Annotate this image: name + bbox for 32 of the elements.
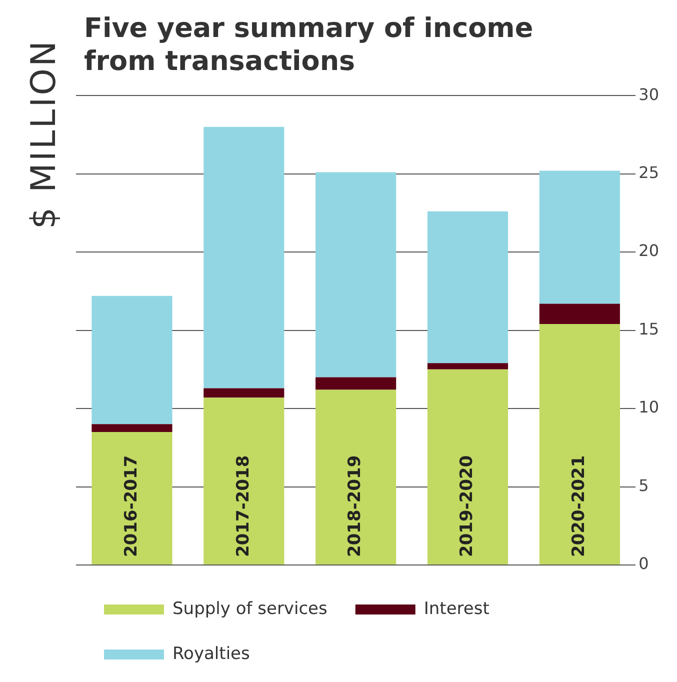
y-tick-label: 20 xyxy=(638,241,659,260)
y-tick-label: 5 xyxy=(638,476,649,495)
bar xyxy=(92,296,172,424)
legend-label: Royalties xyxy=(172,644,250,664)
legend-label: Interest xyxy=(424,598,490,619)
bar xyxy=(539,304,620,324)
y-tick-label: 15 xyxy=(638,319,659,338)
y-tick-label: 30 xyxy=(638,84,659,104)
bar xyxy=(316,390,396,564)
y-tick-label: 10 xyxy=(638,398,659,417)
bar xyxy=(204,388,284,398)
bar xyxy=(316,172,396,378)
bar xyxy=(427,363,508,370)
bar xyxy=(92,432,172,564)
y-axis-title: $ MILLION xyxy=(24,39,64,229)
chart-title: Five year summary of income from transactions xyxy=(84,12,534,78)
y-tick-label: 25 xyxy=(638,162,659,182)
y-tick-label: 0 xyxy=(638,554,649,574)
bar xyxy=(539,170,620,304)
bar xyxy=(539,324,620,564)
x-tick-label: 2020-2021 xyxy=(569,455,590,557)
x-tick-label: 2018-2019 xyxy=(345,455,366,557)
bar xyxy=(427,211,508,364)
bar xyxy=(204,398,284,564)
bar xyxy=(427,369,508,564)
x-tick-label: 2016-2017 xyxy=(121,455,142,557)
legend-label: Supply of services xyxy=(172,598,328,619)
bar xyxy=(204,126,284,388)
bar xyxy=(316,377,396,390)
x-tick-label: 2017-2018 xyxy=(233,455,254,557)
x-tick-label: 2019-2020 xyxy=(457,455,478,557)
bar xyxy=(92,424,172,432)
